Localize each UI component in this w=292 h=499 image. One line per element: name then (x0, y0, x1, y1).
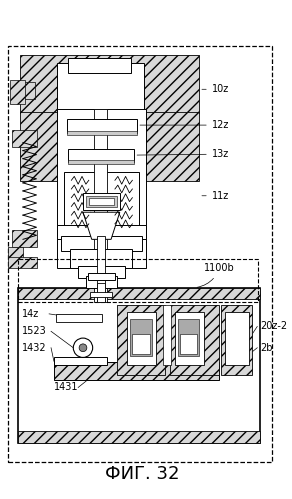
Bar (178, 319, 199, 355)
Circle shape (73, 338, 93, 357)
Bar (94, 109, 107, 302)
Bar (57, 225, 146, 240)
Bar (8, 247, 23, 258)
Bar (57, 63, 144, 113)
Bar (54, 357, 107, 365)
Bar (131, 319, 152, 355)
Bar (68, 58, 131, 73)
Text: 14z: 14z (22, 309, 39, 319)
Bar (64, 172, 139, 230)
Bar (67, 131, 137, 135)
Bar (117, 305, 165, 375)
Bar (163, 305, 171, 365)
Bar (11, 80, 25, 104)
Text: 2b: 2b (260, 343, 273, 353)
Bar (61, 237, 142, 251)
Bar (225, 312, 248, 365)
Bar (18, 288, 260, 299)
Bar (18, 431, 260, 443)
Bar (56, 314, 102, 322)
Bar (20, 55, 199, 113)
Bar (180, 334, 197, 354)
Bar (20, 112, 57, 181)
Bar (67, 119, 137, 133)
Text: 12z: 12z (140, 120, 229, 130)
Bar (221, 305, 252, 375)
Bar (83, 193, 120, 210)
Bar (68, 160, 134, 164)
Bar (86, 196, 117, 208)
Text: 20z-2: 20z-2 (260, 321, 287, 331)
Bar (12, 230, 36, 247)
Bar (88, 273, 115, 280)
Bar (70, 249, 132, 268)
Bar (126, 312, 156, 365)
Polygon shape (83, 212, 120, 240)
Text: 1432: 1432 (22, 343, 47, 353)
Bar (170, 305, 218, 375)
Bar (8, 257, 37, 268)
Bar (144, 112, 199, 181)
Text: 13z: 13z (137, 149, 229, 159)
Bar (175, 312, 204, 365)
Bar (78, 266, 125, 278)
Bar (86, 276, 117, 288)
Circle shape (79, 344, 87, 352)
Bar (97, 283, 105, 302)
Text: 11z: 11z (202, 191, 229, 201)
Bar (8, 46, 272, 462)
Bar (132, 334, 150, 354)
Text: 1431: 1431 (54, 382, 79, 392)
Bar (18, 258, 258, 302)
Bar (13, 81, 34, 99)
Bar (57, 109, 146, 268)
Text: 1100b: 1100b (197, 263, 235, 287)
Text: 10z: 10z (202, 84, 229, 94)
Bar (54, 362, 218, 380)
Bar (97, 237, 105, 302)
Bar (12, 130, 36, 147)
Text: 1523: 1523 (22, 326, 47, 336)
Bar (90, 291, 112, 297)
Bar (68, 149, 134, 162)
Bar (89, 198, 114, 206)
Text: ФИГ. 32: ФИГ. 32 (105, 465, 179, 483)
Bar (18, 288, 260, 443)
